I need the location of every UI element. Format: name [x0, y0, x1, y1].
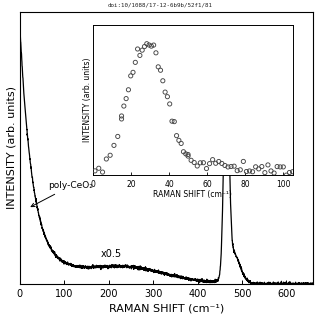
Y-axis label: INTENSITY (arb. units): INTENSITY (arb. units) — [7, 86, 17, 209]
Text: doi:10/1088/17-12-6b9b/52f1/81: doi:10/1088/17-12-6b9b/52f1/81 — [108, 3, 212, 8]
X-axis label: RAMAN SHIFT (cm⁻¹): RAMAN SHIFT (cm⁻¹) — [109, 303, 224, 313]
Text: poly-CeO₂: poly-CeO₂ — [31, 181, 93, 207]
Text: x0.5: x0.5 — [100, 249, 121, 259]
Text: nano-CeO₂: nano-CeO₂ — [236, 145, 295, 157]
